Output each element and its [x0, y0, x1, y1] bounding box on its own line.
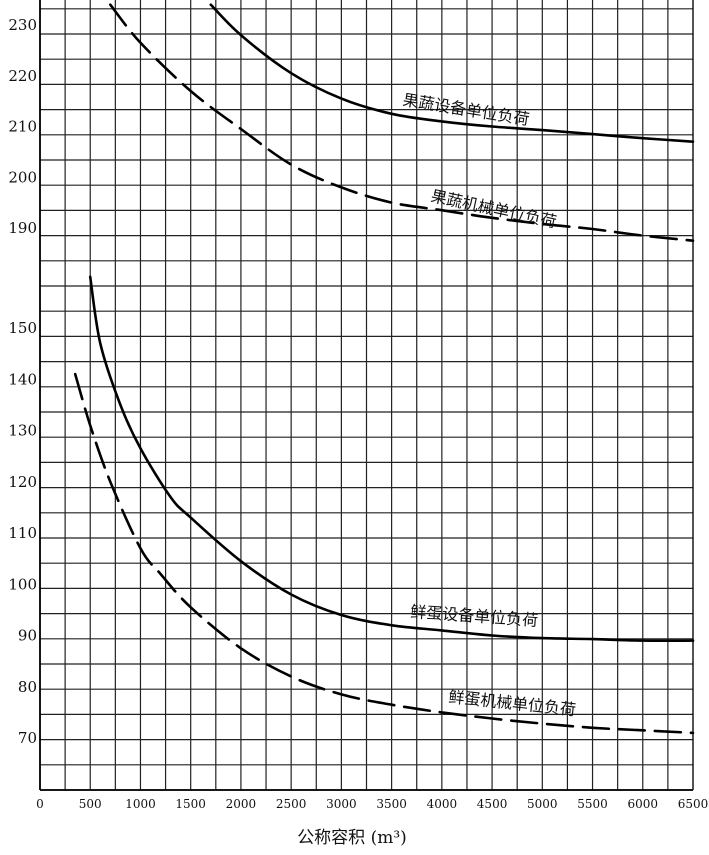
y-tick-label: 80	[18, 678, 37, 696]
y-tick-label: 200	[8, 168, 37, 186]
y-tick-label: 150	[8, 319, 37, 337]
x-tick-label: 6000	[627, 797, 658, 811]
series-line-1-0	[88, 275, 695, 643]
y-tick-label: 100	[8, 575, 37, 593]
x-tick-label: 0	[36, 797, 44, 811]
grid	[39, 0, 694, 791]
y-tick-label: 90	[18, 627, 37, 645]
x-tick-labels: 0 500 1000 1500 2000 2500 3000 3500 4000 4500 5000…	[36, 797, 708, 811]
curve-label-fruit-machinery: 果蔬机械单位负荷	[429, 186, 558, 231]
series-line-0-0	[209, 3, 695, 143]
x-tick-label: 6500	[678, 797, 709, 811]
x-tick-label: 2000	[226, 797, 257, 811]
x-tick-label: 2500	[276, 797, 307, 811]
x-tick-label: 4500	[477, 797, 508, 811]
y-tick-label: 230	[8, 16, 37, 34]
y-tick-label: 220	[8, 67, 37, 85]
y-tick-label: 210	[8, 118, 37, 136]
x-tick-label: 3000	[326, 797, 357, 811]
y-tick-labels: 190 200 210 220 230 70 80 90 100 110 120 130 140 150	[8, 16, 37, 747]
x-tick-label: 5000	[527, 797, 558, 811]
x-tick-label: 500	[79, 797, 102, 811]
x-axis-title: 公称容积 (m³)	[297, 828, 407, 848]
y-tick-label: 130	[8, 422, 37, 440]
x-tick-label: 5500	[577, 797, 608, 811]
y-tick-label: 120	[8, 473, 37, 491]
series-line-0-1	[109, 3, 695, 242]
x-tick-label: 1500	[175, 797, 206, 811]
x-tick-label: 1000	[125, 797, 156, 811]
y-tick-label: 110	[8, 524, 37, 542]
y-tick-label: 70	[18, 729, 37, 747]
curves	[73, 3, 695, 735]
x-tick-label: 4000	[427, 797, 458, 811]
y-tick-label: 190	[8, 219, 37, 237]
curve-label-egg-equipment: 鲜蛋设备单位负荷	[410, 602, 539, 630]
series-line-1-1	[73, 372, 695, 735]
x-tick-label: 3500	[376, 797, 407, 811]
y-tick-label: 140	[8, 370, 37, 388]
